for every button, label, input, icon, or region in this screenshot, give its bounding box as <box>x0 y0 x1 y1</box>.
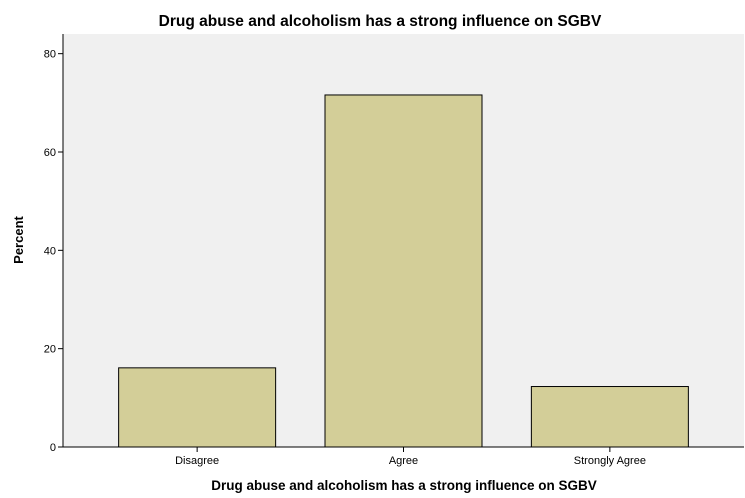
y-tick-label: 40 <box>44 245 56 257</box>
x-tick-label: Strongly Agree <box>574 455 646 467</box>
y-tick-label: 80 <box>44 49 56 61</box>
y-axis-label: Percent <box>11 215 26 263</box>
x-axis-ticks: Disagree Agree Strongly Agree <box>175 447 646 467</box>
x-tick-label: Agree <box>389 455 418 467</box>
chart-title: Drug abuse and alcoholism has a strong i… <box>159 13 602 30</box>
bar-strongly-agree <box>530 386 689 448</box>
x-axis-label: Drug abuse and alcoholism has a strong i… <box>211 478 597 493</box>
y-axis-ticks: 0 20 40 60 80 <box>44 49 63 454</box>
bars-group <box>118 94 689 448</box>
bar-agree <box>324 94 483 448</box>
x-tick-label: Disagree <box>175 455 219 467</box>
y-tick-label: 0 <box>50 442 56 454</box>
y-tick-label: 20 <box>44 344 56 356</box>
bar-disagree <box>118 367 277 448</box>
y-tick-label: 60 <box>44 147 56 159</box>
